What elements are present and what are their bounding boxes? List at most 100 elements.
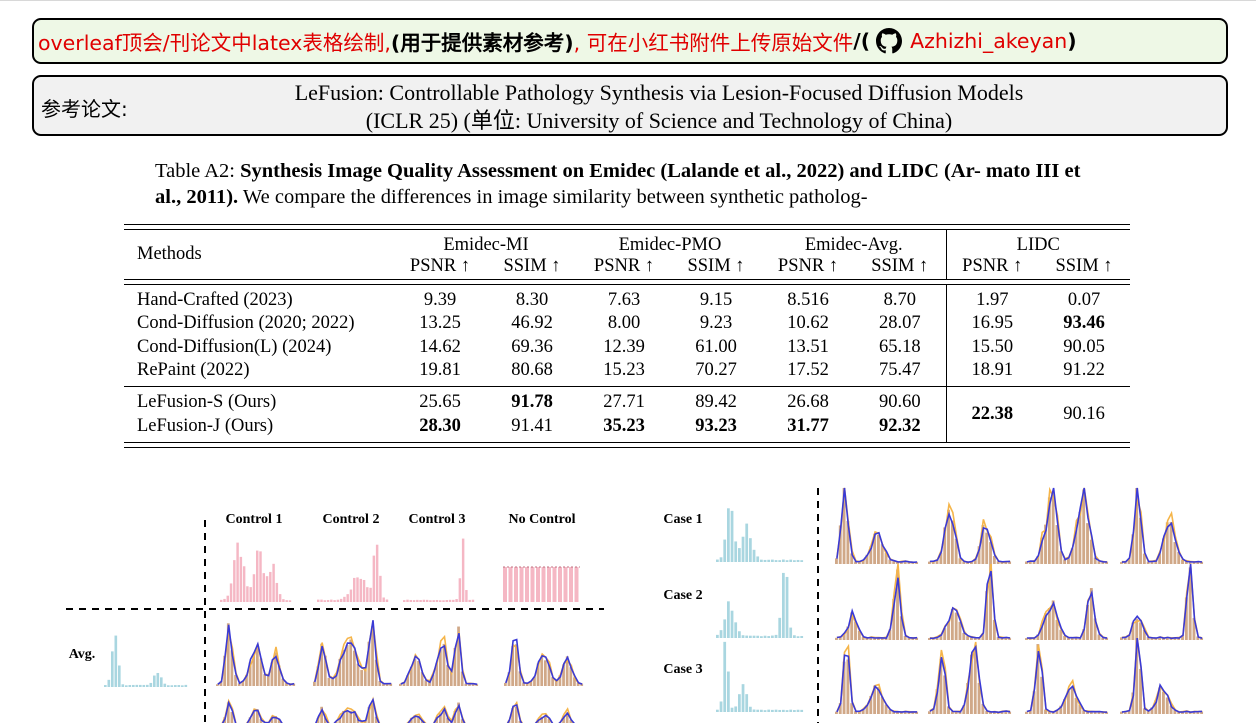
histogram-bar bbox=[992, 555, 996, 564]
histogram-bar bbox=[1051, 711, 1055, 714]
control-histogram-bar bbox=[320, 599, 323, 602]
control-histogram-bar bbox=[356, 577, 359, 602]
histogram-bar bbox=[943, 675, 947, 714]
histogram-bar bbox=[1135, 488, 1139, 564]
control-histogram-bar bbox=[223, 598, 226, 602]
histogram-bar bbox=[1188, 562, 1192, 564]
method-name: Hand-Crafted (2023) bbox=[137, 289, 293, 310]
histogram-bar bbox=[331, 678, 334, 686]
reference-histogram-bar bbox=[734, 622, 738, 638]
banner: overleaf顶会/刊论文中latex表格绘制, (用于提供素材参考) , 可… bbox=[32, 18, 1228, 64]
histogram-bar bbox=[252, 711, 256, 723]
histogram-bar bbox=[915, 711, 919, 714]
metric-header: PSNR ↑ bbox=[777, 255, 839, 276]
histogram-bar bbox=[1165, 697, 1169, 714]
histogram-bar bbox=[1158, 637, 1162, 640]
histogram-bar bbox=[1086, 711, 1089, 714]
histogram-bar bbox=[892, 711, 896, 714]
reference-histogram-bar bbox=[756, 709, 760, 712]
histogram-bar bbox=[928, 561, 931, 564]
histogram-bar bbox=[958, 558, 962, 564]
control-histogram-bar bbox=[525, 567, 529, 602]
reference-box: 参考论文: LeFusion: Controllable Pathology S… bbox=[32, 75, 1228, 136]
histogram-bar bbox=[869, 695, 873, 714]
control-histogram-bar bbox=[288, 600, 292, 602]
group-header: Emidec-Avg. bbox=[804, 234, 903, 255]
banner-text-3: , 可在小红书附件上传原始文件 bbox=[573, 31, 854, 55]
control-histogram-bar bbox=[419, 600, 422, 602]
histogram-bar bbox=[277, 720, 281, 723]
reference-histogram-bar bbox=[142, 684, 146, 687]
control-histogram-bar bbox=[406, 599, 409, 602]
reference-histogram-bar bbox=[111, 651, 114, 687]
table-cell: 75.47 bbox=[878, 360, 921, 381]
histogram-bar bbox=[888, 559, 892, 564]
control-histogram-bar bbox=[278, 594, 282, 602]
histogram-bar bbox=[511, 646, 514, 686]
reference-histogram-bar bbox=[135, 684, 139, 687]
metric-header: SSIM ↑ bbox=[871, 255, 929, 276]
table-cell: 93.46 bbox=[1063, 313, 1105, 334]
table-cell: 91.78 bbox=[511, 392, 553, 413]
histogram-bar bbox=[439, 649, 442, 686]
table-cell: 13.25 bbox=[419, 313, 461, 334]
reference-histogram-bar bbox=[128, 685, 132, 687]
table-cell: 9.23 bbox=[699, 313, 733, 334]
table-cell: 8.00 bbox=[607, 313, 641, 334]
histogram-bar bbox=[1059, 705, 1063, 714]
control-histogram-bar bbox=[442, 600, 445, 602]
reference-histogram-bar bbox=[181, 685, 184, 687]
histogram-bar bbox=[873, 685, 877, 714]
top-divider bbox=[0, 0, 1256, 1]
control-histogram-bar bbox=[530, 567, 535, 602]
histogram-bar bbox=[943, 628, 947, 640]
histogram-bar bbox=[1139, 517, 1142, 564]
histogram-bar bbox=[962, 705, 966, 714]
control-histogram-bar bbox=[336, 599, 340, 602]
histogram-bar bbox=[457, 702, 460, 723]
histogram-bar bbox=[1055, 525, 1059, 564]
histogram-bar bbox=[1093, 557, 1097, 564]
control-histogram-bar bbox=[249, 587, 252, 602]
reference-histogram-bar bbox=[719, 557, 723, 562]
banner-text-1: overleaf顶会/刊论文中latex表格绘制, bbox=[38, 31, 391, 55]
histogram-bar bbox=[1093, 618, 1097, 640]
histogram-bar bbox=[413, 715, 417, 723]
histogram-bar bbox=[342, 710, 345, 723]
control-histogram-bar bbox=[547, 567, 551, 602]
histogram-bar bbox=[884, 704, 888, 714]
histogram-bar bbox=[399, 683, 402, 686]
histogram-bar bbox=[327, 677, 331, 686]
histogram-bar bbox=[850, 612, 854, 640]
histogram-bar bbox=[1162, 638, 1165, 640]
control-histogram-bar bbox=[326, 599, 330, 602]
table-cell: 91.22 bbox=[1063, 360, 1105, 381]
histogram-bar bbox=[1025, 711, 1028, 714]
histogram-bar bbox=[514, 644, 518, 686]
table-cell: 17.52 bbox=[787, 360, 829, 381]
paper-title: LeFusion: Controllable Pathology Synthes… bbox=[284, 79, 1034, 135]
reference-histogram-bar bbox=[749, 635, 752, 638]
histogram-bar bbox=[850, 703, 854, 714]
histogram-bar bbox=[1131, 692, 1135, 714]
histogram-bar bbox=[1044, 613, 1047, 640]
control-histogram-bar bbox=[471, 599, 475, 602]
control-histogram-bar bbox=[508, 567, 513, 602]
reference-histogram-bar bbox=[107, 679, 111, 687]
case-label: Case 1 bbox=[663, 512, 702, 527]
histogram-bar bbox=[547, 663, 551, 686]
histogram-bar bbox=[226, 702, 230, 723]
histogram-bar bbox=[1120, 637, 1123, 640]
histogram-bar bbox=[947, 621, 950, 640]
table-cell: 7.63 bbox=[607, 289, 641, 310]
control-histogram-bar bbox=[439, 600, 442, 602]
histogram-bar bbox=[1162, 691, 1165, 714]
control-histogram-bar bbox=[353, 577, 356, 602]
reference-histogram-bar bbox=[774, 634, 778, 638]
reference-histogram-bar bbox=[767, 636, 771, 638]
histogram-bar bbox=[981, 703, 985, 714]
histogram-bar bbox=[877, 687, 880, 714]
histogram-bar bbox=[911, 711, 915, 714]
control-histogram-bar bbox=[252, 574, 256, 602]
histogram-bar bbox=[1177, 711, 1181, 714]
